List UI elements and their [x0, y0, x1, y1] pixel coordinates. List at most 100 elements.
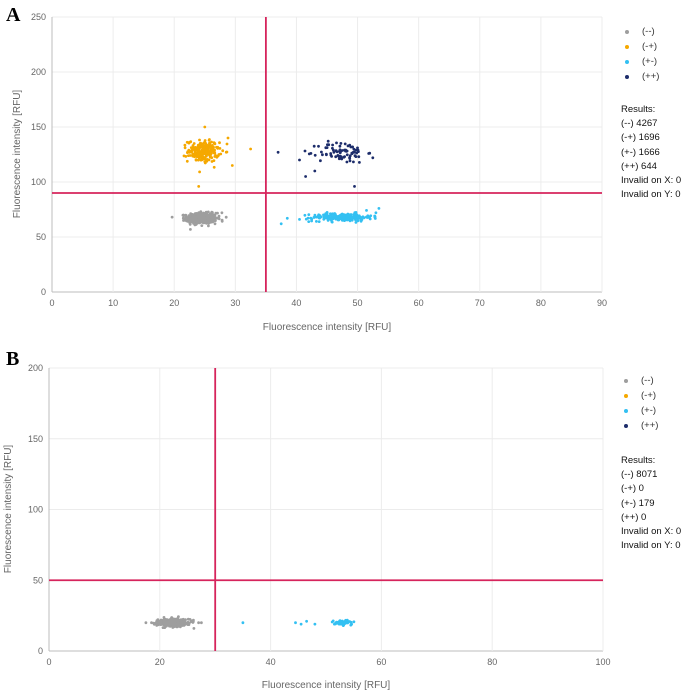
data-point	[171, 626, 175, 629]
data-point	[350, 622, 353, 626]
series-(++)	[276, 139, 375, 188]
data-point	[350, 216, 354, 220]
data-point	[188, 221, 192, 225]
data-point	[155, 624, 159, 627]
x-tick-label: 100	[595, 657, 610, 667]
data-point	[198, 145, 202, 149]
data-point	[312, 144, 316, 148]
data-point	[310, 217, 314, 221]
legend-label: (+-)	[641, 405, 657, 416]
data-point	[307, 213, 311, 217]
x-tick-label: 90	[597, 298, 607, 308]
data-point	[206, 149, 210, 153]
y-tick-label: 50	[36, 232, 46, 242]
data-point	[331, 619, 335, 623]
data-point	[352, 160, 355, 164]
data-point	[340, 212, 344, 216]
data-point	[373, 215, 377, 219]
data-point	[345, 153, 349, 157]
x-axis-title: Fluorescence intensity [RFU]	[262, 680, 391, 691]
data-point	[187, 148, 191, 152]
data-point	[212, 141, 216, 145]
data-point	[304, 175, 307, 178]
data-point	[348, 157, 352, 160]
data-point	[176, 622, 180, 625]
data-point	[338, 144, 342, 148]
data-point	[313, 153, 317, 157]
data-point	[202, 215, 206, 219]
data-point	[225, 142, 229, 146]
legend-label: (-+)	[642, 41, 658, 52]
data-point	[294, 621, 297, 625]
data-point	[206, 210, 210, 214]
data-point	[326, 143, 329, 147]
data-point	[354, 221, 358, 224]
data-point	[371, 156, 375, 160]
data-point	[197, 621, 201, 625]
results-title: Results:	[621, 455, 656, 466]
data-point	[354, 148, 358, 152]
y-tick-label: 200	[28, 363, 43, 373]
data-point	[226, 136, 230, 140]
data-point	[185, 219, 189, 223]
x-tick-label: 20	[169, 298, 179, 308]
data-point	[347, 217, 350, 221]
series-(--)	[170, 210, 228, 231]
data-point	[204, 213, 208, 217]
data-point	[343, 142, 347, 146]
data-point	[197, 154, 201, 158]
data-point	[345, 217, 348, 221]
data-point	[161, 626, 165, 629]
data-point	[200, 153, 204, 156]
data-point	[220, 211, 224, 215]
x-tick-label: 60	[376, 657, 386, 667]
data-point	[197, 185, 201, 188]
data-point	[344, 149, 347, 153]
data-point	[183, 146, 187, 150]
data-point	[333, 212, 337, 215]
data-point	[186, 151, 189, 155]
data-point	[207, 219, 210, 223]
data-point	[189, 146, 193, 150]
data-point	[220, 219, 224, 223]
results-title: Results:	[621, 104, 656, 115]
x-tick-label: 0	[49, 298, 54, 308]
data-point	[335, 141, 338, 145]
data-point	[331, 146, 334, 150]
thresholds	[49, 368, 603, 651]
data-point	[194, 158, 198, 162]
data-point	[207, 158, 211, 162]
data-point	[346, 213, 350, 217]
data-point	[198, 138, 201, 142]
x-tick-label: 40	[266, 657, 276, 667]
data-point	[321, 153, 324, 157]
data-point	[339, 149, 343, 153]
data-point	[192, 142, 196, 145]
data-point	[324, 146, 328, 150]
results-line: Invalid on Y: 0	[621, 540, 681, 552]
legend-item: (+-)	[624, 403, 658, 418]
data-point	[303, 149, 307, 153]
y-axis-title: Fluorescence intensity [RFU]	[3, 445, 14, 574]
data-point	[299, 622, 303, 626]
data-point	[217, 214, 221, 218]
data-point	[221, 149, 225, 153]
data-point	[187, 154, 190, 158]
y-tick-label: 50	[33, 575, 43, 585]
legend-marker	[625, 59, 629, 64]
data-point	[186, 617, 190, 621]
data-point	[203, 161, 207, 165]
data-point	[207, 146, 210, 149]
data-point	[316, 214, 320, 218]
data-point	[188, 214, 192, 218]
y-axis-title: Fluorescence intensity [RFU]	[12, 90, 23, 219]
legend-label: (+-)	[642, 56, 658, 67]
data-point	[217, 217, 221, 221]
data-point	[192, 627, 196, 630]
legend-marker	[625, 29, 629, 34]
series-(-+)	[182, 125, 253, 188]
data-point	[353, 185, 356, 188]
data-point	[218, 147, 222, 150]
data-point	[207, 224, 210, 228]
data-point	[213, 155, 217, 158]
